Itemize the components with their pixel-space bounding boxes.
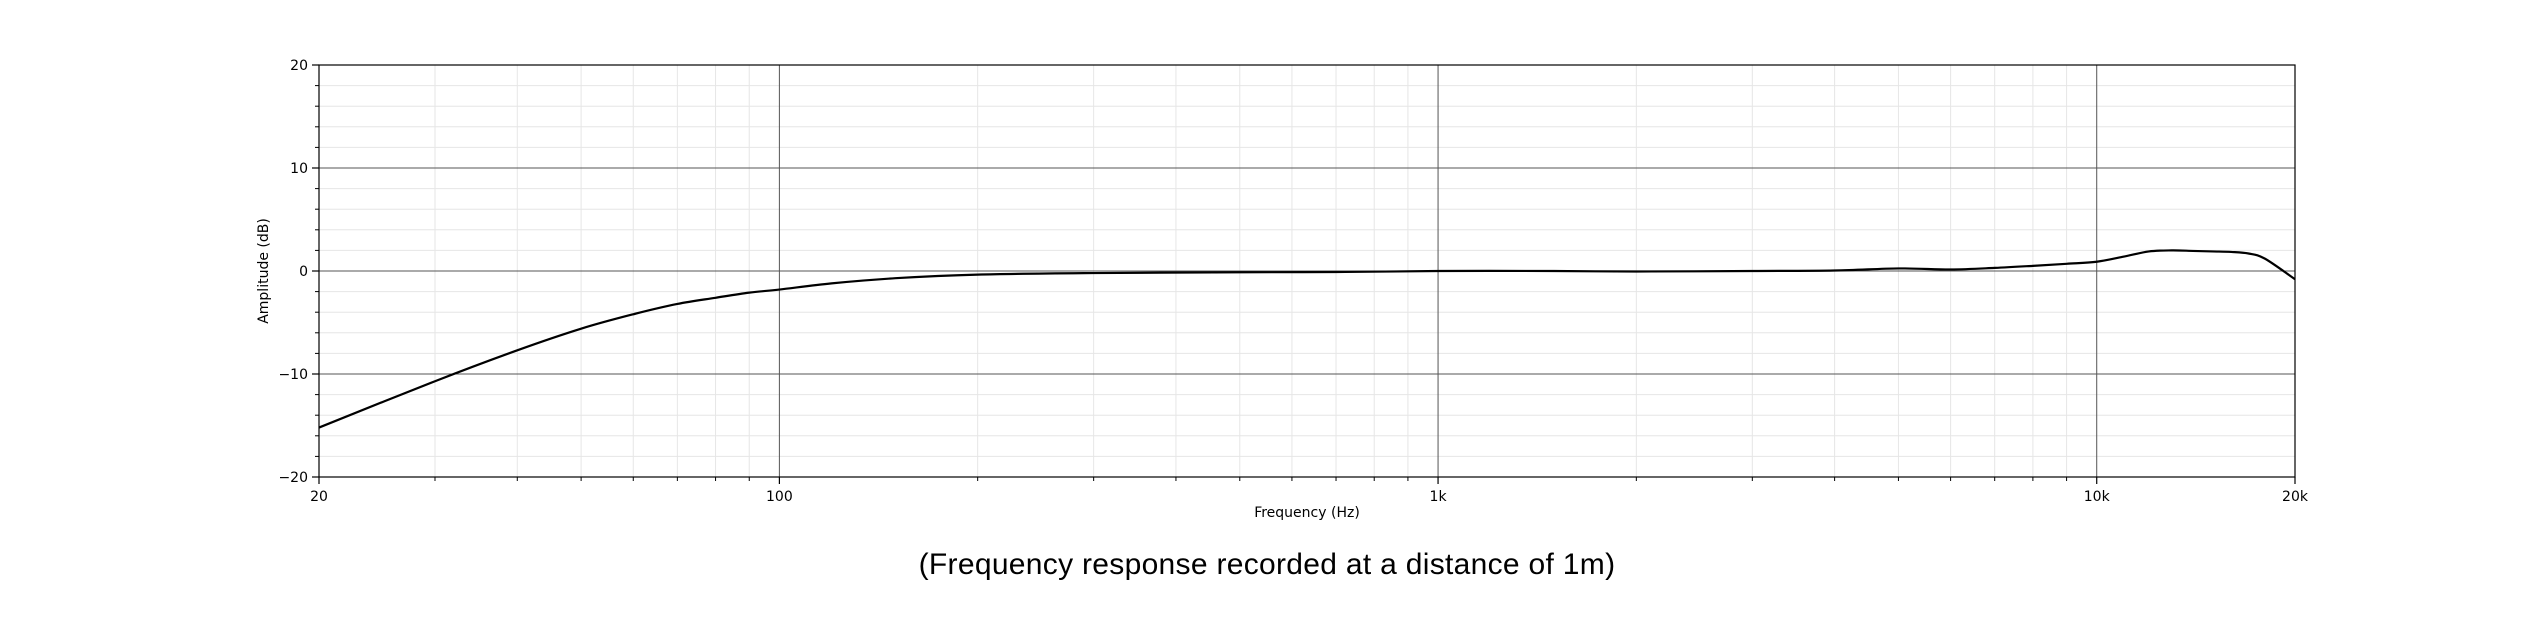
chart-caption: (Frequency response recorded at a distan… bbox=[918, 548, 1616, 581]
y-tick-label: −20 bbox=[278, 470, 308, 486]
y-tick-label: 10 bbox=[290, 161, 308, 177]
y-tick-label: 0 bbox=[299, 264, 308, 280]
y-tick-labels: 20 10 0 −10 −20 bbox=[278, 58, 308, 486]
y-tick-label: −10 bbox=[278, 367, 308, 383]
x-tick-labels: 20 100 1k 10k 20k bbox=[310, 489, 2309, 505]
x-tick-label: 10k bbox=[2084, 489, 2111, 505]
x-tick-label: 1k bbox=[1430, 489, 1448, 505]
x-tick-label: 20 bbox=[310, 489, 328, 505]
y-tick-label: 20 bbox=[290, 58, 308, 74]
axis-ticks bbox=[312, 64, 2296, 484]
major-grid bbox=[319, 65, 2295, 477]
x-tick-label: 100 bbox=[766, 489, 793, 505]
x-tick-label: 20k bbox=[2282, 489, 2309, 505]
x-axis-label: Frequency (Hz) bbox=[1254, 505, 1360, 521]
y-axis-label: Amplitude (dB) bbox=[256, 218, 272, 324]
frequency-response-line bbox=[318, 249, 2296, 429]
